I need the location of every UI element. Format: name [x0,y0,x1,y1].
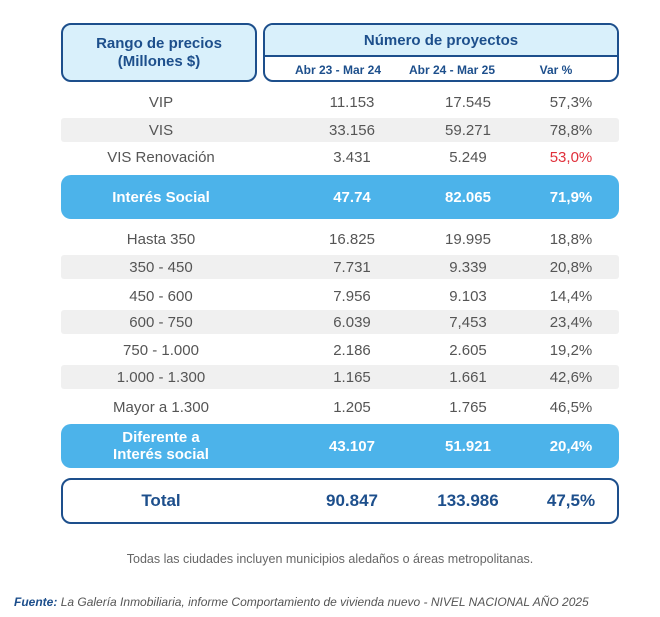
row-period1: 1.165 [333,368,371,386]
table-row: VIP 11.153 17.545 57,3% [61,90,619,114]
social-total-band: Interés Social 47.74 82.065 71,9% [61,175,619,219]
row-var: 18,8% [549,230,593,248]
table-row: 450 - 600 7.956 9.103 14,4% [61,284,619,308]
row-label: 350 - 450 [129,258,193,276]
row-period2: 59.271 [445,121,491,139]
row-period2: 9.103 [449,287,487,305]
price-range-header-line1: Rango de precios [96,34,222,52]
social-total-var: 71,9% [549,188,593,206]
other-total-band: Diferente a Interés social 43.107 51.921… [61,424,619,468]
source-label: Fuente: [14,595,58,609]
row-label: 1.000 - 1.300 [116,368,206,386]
row-period2: 7,453 [449,313,487,331]
price-range-header: Rango de precios (Millones $) [61,23,257,82]
row-var: 46,5% [549,398,593,416]
row-var: 53,0% [549,148,593,166]
row-period1: 7.731 [333,258,371,276]
period1-header: Abr 23 - Mar 24 [294,62,382,77]
row-var: 78,8% [549,121,593,139]
row-var: 42,6% [549,368,593,386]
row-label: 600 - 750 [129,313,193,331]
other-total-label-line2: Interés social [113,446,209,463]
row-label: Hasta 350 [126,230,196,248]
table-row: 750 - 1.000 2.186 2.605 19,2% [61,338,619,362]
table-row: Hasta 350 16.825 19.995 18,8% [61,227,619,251]
row-period2: 2.605 [449,341,487,359]
other-total-period1: 43.107 [329,437,375,455]
row-period1: 3.431 [333,148,371,166]
row-period1: 33.156 [329,121,375,139]
grand-total-row: Total 90.847 133.986 47,5% [61,478,619,524]
footnote: Todas las ciudades incluyen municipios a… [126,552,534,566]
social-total-period1: 47.74 [333,188,371,206]
row-label: VIP [148,93,174,111]
row-label: VIS Renovación [107,148,215,166]
row-period2: 17.545 [445,93,491,111]
social-total-period2: 82.065 [445,188,491,206]
var-header: Var % [539,62,573,77]
row-period2: 1.661 [449,368,487,386]
source-text: La Galería Inmobiliaria, informe Comport… [60,595,589,609]
row-label: VIS [148,121,174,139]
row-period1: 1.205 [333,398,371,416]
row-var: 19,2% [549,341,593,359]
grand-total-var: 47,5% [546,491,596,510]
row-var: 14,4% [549,287,593,305]
row-period2: 5.249 [449,148,487,166]
table-row: VIS Renovación 3.431 5.249 53,0% [61,145,619,169]
table-row: Mayor a 1.300 1.205 1.765 46,5% [61,395,619,419]
price-range-header-line2: (Millones $) [117,52,201,70]
row-var: 57,3% [549,93,593,111]
other-total-label: Diferente a Interés social [61,429,261,463]
social-total-label: Interés Social [112,188,210,206]
table-row: 350 - 450 7.731 9.339 20,8% [61,255,619,279]
projects-header-title: Número de proyectos [265,25,617,57]
source-line: Fuente: La Galería Inmobiliaria, informe… [14,595,660,609]
row-label: 450 - 600 [129,287,193,305]
row-label: Mayor a 1.300 [113,398,209,416]
grand-total-period1: 90.847 [326,491,378,510]
table-row: 600 - 750 6.039 7,453 23,4% [61,310,619,334]
row-period2: 9.339 [449,258,487,276]
other-total-var: 20,4% [549,437,593,455]
row-period1: 6.039 [333,313,371,331]
table-row: VIS 33.156 59.271 78,8% [61,118,619,142]
period2-header: Abr 24 - Mar 25 [408,62,496,77]
row-period1: 16.825 [329,230,375,248]
period-columns-header: Abr 23 - Mar 24 Abr 24 - Mar 25 Var % [265,57,617,80]
projects-header: Número de proyectos Abr 23 - Mar 24 Abr … [263,23,619,82]
row-var: 20,8% [549,258,593,276]
other-total-period2: 51.921 [445,437,491,455]
row-period2: 19.995 [445,230,491,248]
row-var: 23,4% [549,313,593,331]
grand-total-label: Total [141,491,181,510]
row-period2: 1.765 [449,398,487,416]
other-total-label-line1: Diferente a [122,429,200,446]
row-period1: 11.153 [329,93,375,111]
table-row: 1.000 - 1.300 1.165 1.661 42,6% [61,365,619,389]
row-period1: 2.186 [333,341,371,359]
grand-total-period2: 133.986 [437,491,499,510]
row-period1: 7.956 [333,287,371,305]
row-label: 750 - 1.000 [123,341,199,359]
